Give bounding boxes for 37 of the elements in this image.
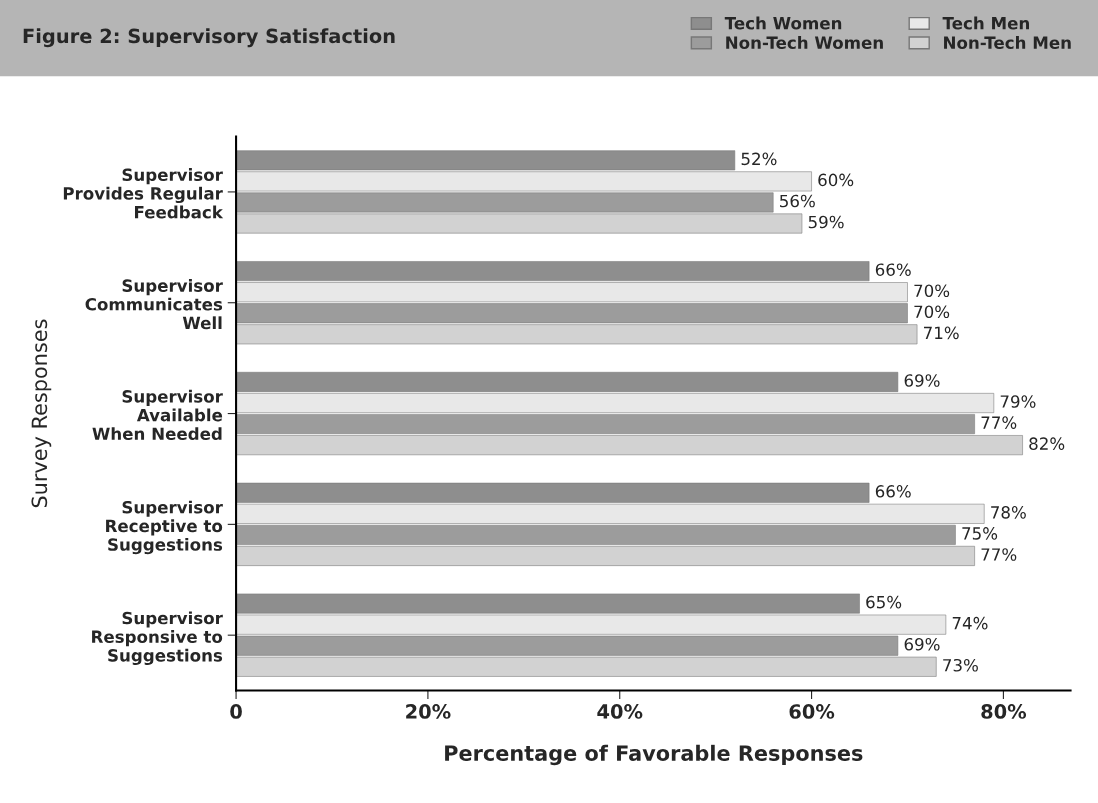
x-tick-label: 0 <box>230 704 242 719</box>
data-label: 79% <box>1000 395 1036 408</box>
data-label: 70% <box>914 284 950 298</box>
data-label: 59% <box>808 215 844 229</box>
data-label: 60% <box>818 173 854 187</box>
data-label: 78% <box>991 506 1026 519</box>
x-tick-label: 80% <box>981 704 1027 719</box>
legend-label: Non-Tech Women <box>726 36 883 49</box>
data-label: 74% <box>952 616 988 630</box>
data-label: 82% <box>1029 437 1065 450</box>
y-tick-label: Supervisor Provides Regular Feedback <box>63 168 224 219</box>
data-label: 77% <box>981 548 1017 561</box>
x-tick-label: 40% <box>597 704 643 719</box>
data-label: 56% <box>780 194 815 208</box>
data-label: 66% <box>875 485 911 498</box>
y-axis-title: Survey Responses <box>31 319 52 508</box>
chart-title: Figure 2: Supervisory Satisfaction <box>23 28 395 48</box>
data-label: 70% <box>914 305 950 319</box>
y-tick-label: Supervisor Responsive to Suggestions <box>92 611 223 666</box>
legend-label: Tech Men <box>942 16 1029 30</box>
legend-label: Tech Women <box>724 16 842 30</box>
data-label: 71% <box>924 326 959 340</box>
y-tick-label: Supervisor Communicates Well <box>85 279 223 330</box>
data-label: 73% <box>943 658 978 672</box>
data-label: 69% <box>904 637 940 651</box>
x-tick-label: 60% <box>789 704 835 719</box>
data-label: 66% <box>875 263 911 276</box>
x-axis-title: Percentage of Favorable Responses <box>445 744 863 766</box>
data-label: 69% <box>904 374 940 387</box>
data-label: 65% <box>866 595 902 609</box>
y-tick-label: Supervisor Available When Needed <box>92 389 223 441</box>
legend-label: Non-Tech Men <box>944 36 1071 49</box>
x-tick-label: 20% <box>406 704 451 719</box>
y-tick-label: Supervisor Receptive to Suggestions <box>106 500 223 555</box>
data-label: 77% <box>981 416 1017 429</box>
data-label: 75% <box>962 527 998 540</box>
data-label: 52% <box>741 152 777 166</box>
